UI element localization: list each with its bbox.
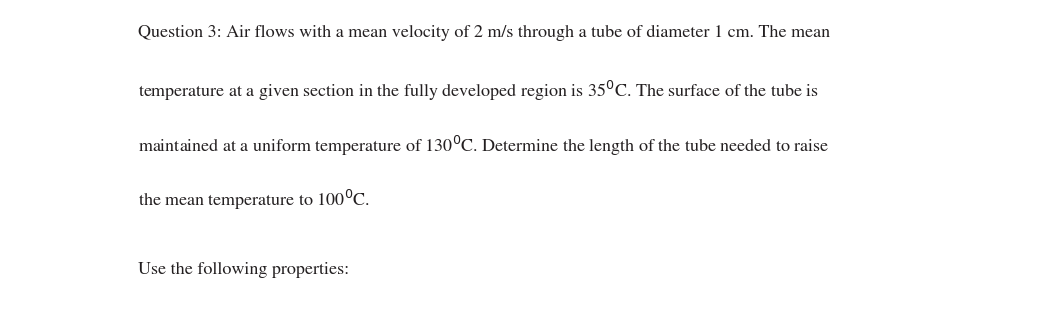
Text: the mean temperature to 100$^{\mathrm{0}}$C.: the mean temperature to 100$^{\mathrm{0}… [138,188,370,212]
Text: Question 3: Air flows with a mean velocity of 2 m/s through a tube of diameter 1: Question 3: Air flows with a mean veloci… [138,25,830,41]
Text: temperature at a given section in the fully developed region is 35$^{\mathrm{0}}: temperature at a given section in the fu… [138,79,819,103]
Text: Use the following properties:: Use the following properties: [138,262,349,278]
Text: maintained at a uniform temperature of 130$^{\mathrm{0}}$C. Determine the length: maintained at a uniform temperature of 1… [138,134,830,158]
